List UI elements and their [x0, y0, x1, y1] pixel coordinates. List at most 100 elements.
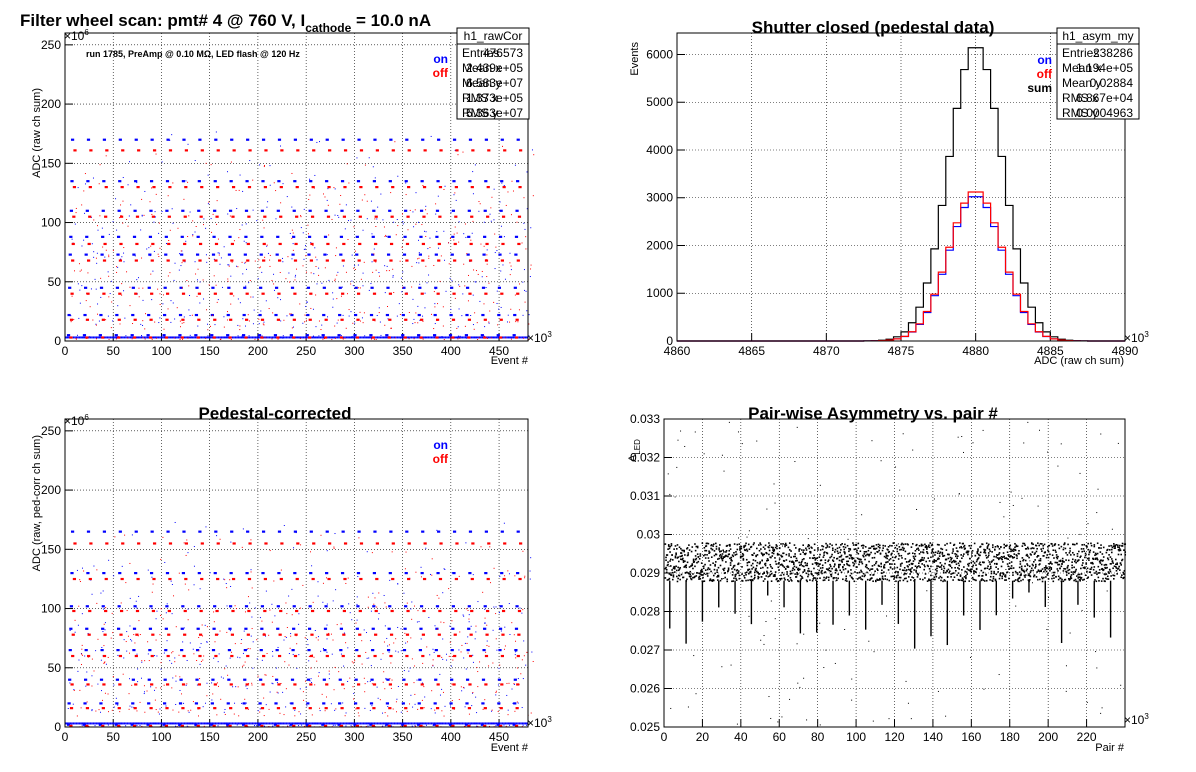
raw-dot-on [291, 258, 293, 260]
raw-baseline-on [247, 336, 249, 339]
raw-mark-on [134, 138, 138, 141]
cor-baseline-on [402, 722, 405, 725]
cor-dot-off [522, 550, 524, 552]
raw-mark-on [483, 209, 487, 212]
asym-dot [719, 550, 721, 553]
cor-dot-off [80, 707, 82, 709]
raw-baseline-on [407, 336, 410, 339]
raw-mark-on [513, 286, 517, 289]
cor-dot-off [460, 686, 462, 688]
raw-dot-off [263, 324, 265, 326]
asym-dot [843, 548, 846, 551]
raw-dot-off [145, 313, 147, 315]
asym-dot [943, 567, 946, 570]
asym-dot [706, 575, 709, 577]
raw-dot-off [245, 261, 247, 263]
raw-dot-off [350, 283, 352, 285]
cor-dot-on [102, 608, 104, 610]
cor-dot-off [515, 640, 517, 642]
raw-dot-off [235, 189, 237, 191]
raw-mark-off [279, 186, 283, 189]
cor-dot-off [417, 610, 419, 612]
cor-mark-on [102, 572, 106, 575]
cor-baseline-on [356, 722, 359, 725]
cor-dot-on [301, 724, 303, 726]
raw-mark-off [310, 215, 315, 218]
cor-mark-on [467, 605, 471, 608]
raw-dot-off [231, 261, 233, 263]
raw-mark-off [276, 336, 280, 339]
asym-dot [835, 543, 837, 546]
asym-dot [954, 553, 956, 555]
raw-mark-off [439, 149, 443, 152]
cor-dot-off [477, 686, 479, 688]
asym-dot [840, 549, 842, 551]
asym-dot [848, 550, 850, 553]
asym-dot [909, 569, 911, 571]
cor-mark-off [328, 542, 332, 545]
raw-baseline-on [160, 336, 163, 339]
asym-dot [699, 578, 702, 580]
cor-baseline-on [137, 722, 140, 725]
ped-ylabel: Events [629, 42, 641, 76]
asym-dot [706, 572, 709, 575]
raw-dot-on [109, 293, 111, 295]
cor-mark-off [391, 542, 395, 545]
cor-dot-off [163, 684, 165, 686]
cor-dot-on [245, 685, 247, 687]
cor-dot-off [139, 634, 141, 636]
asym-dot [688, 544, 690, 546]
raw-dot-on [153, 221, 155, 223]
asym-dot [667, 548, 669, 550]
cor-dot-off [173, 595, 175, 597]
raw-mark-off [453, 259, 457, 262]
raw-dot-on [485, 287, 487, 289]
cor-dot-on [472, 692, 474, 694]
cor-mark-off [310, 633, 314, 636]
raw-mark-on [307, 235, 312, 238]
cor-dot-off [344, 715, 346, 717]
raw-dot-on [171, 134, 173, 136]
cor-baseline-on [328, 722, 331, 725]
asym-dot [893, 575, 895, 578]
raw-dot-on [77, 187, 79, 189]
raw-dot-on [368, 157, 370, 159]
cor-mark-off [371, 724, 375, 728]
cor-dot-on [507, 709, 509, 711]
asym-dot [804, 562, 807, 564]
raw-baseline-on [267, 336, 269, 339]
asym-dot [960, 554, 962, 556]
cor-mark-on [450, 678, 454, 681]
raw-dot-off [348, 182, 350, 184]
asym-dot [819, 577, 821, 579]
raw-baseline-on [146, 336, 149, 339]
cor-dot-on [104, 622, 106, 624]
raw-dot-on [351, 280, 353, 282]
asym-dot [665, 568, 668, 571]
cor-mark-on [435, 627, 439, 630]
cor-baseline-on [66, 722, 69, 725]
raw-mark-on [466, 253, 470, 256]
raw-dot-on [306, 301, 308, 303]
cor-mark-on [211, 649, 216, 652]
asym-dot [668, 577, 671, 580]
asym-dot [854, 548, 857, 550]
raw-dot-off [467, 300, 469, 302]
cor-dot-on [525, 664, 527, 666]
cor-dot-on [387, 645, 389, 647]
cor-dot-on [211, 682, 213, 684]
raw-dot-off [322, 338, 324, 340]
asym-dot [817, 562, 819, 565]
raw-dot-off [372, 271, 374, 273]
cor-dot-off [300, 544, 302, 546]
raw-baseline-on [191, 336, 194, 339]
raw-xtick-label: 50 [107, 344, 121, 358]
cor-mark-on [434, 649, 438, 652]
asym-dot [881, 577, 884, 580]
asym-dot [764, 564, 767, 567]
asym-dot [807, 567, 810, 570]
raw-dot-on [334, 214, 336, 216]
cor-mark-off [196, 724, 200, 728]
asym-dot [932, 578, 935, 581]
cor-mark-off [308, 724, 312, 728]
